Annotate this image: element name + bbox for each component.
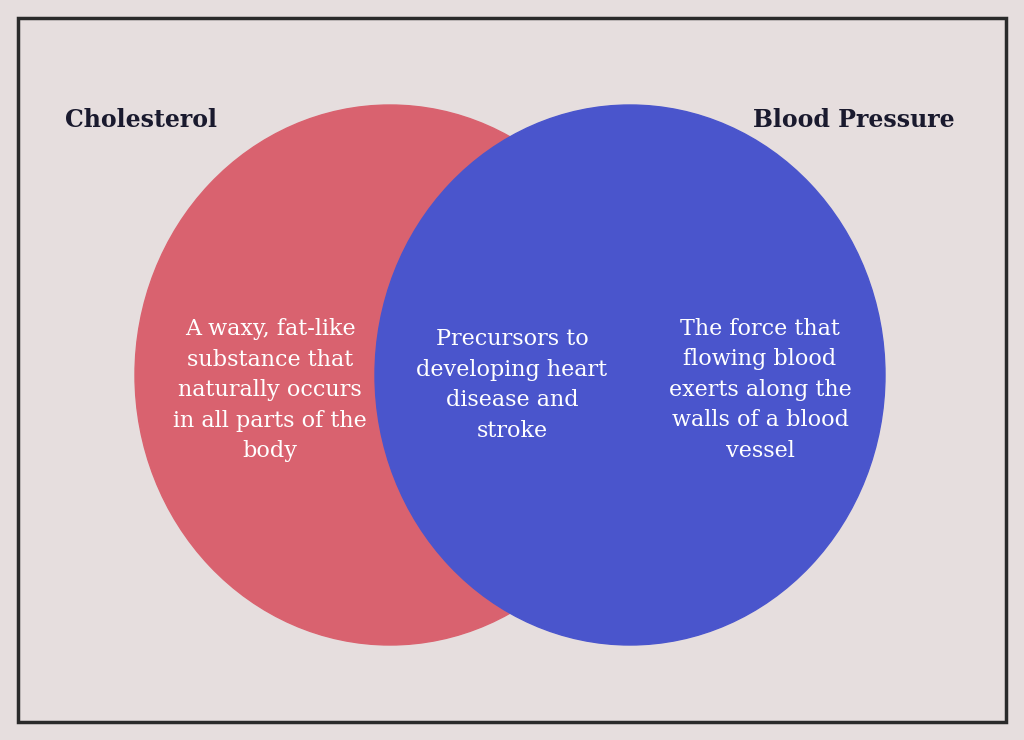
Text: Precursors to
developing heart
disease and
stroke: Precursors to developing heart disease a… (417, 329, 607, 442)
Text: A waxy, fat-like
substance that
naturally occurs
in all parts of the
body: A waxy, fat-like substance that naturall… (173, 318, 367, 462)
Ellipse shape (135, 105, 645, 645)
Ellipse shape (375, 105, 885, 645)
Text: The force that
flowing blood
exerts along the
walls of a blood
vessel: The force that flowing blood exerts alon… (669, 318, 851, 462)
Text: Cholesterol: Cholesterol (65, 108, 217, 132)
Text: Blood Pressure: Blood Pressure (754, 108, 955, 132)
